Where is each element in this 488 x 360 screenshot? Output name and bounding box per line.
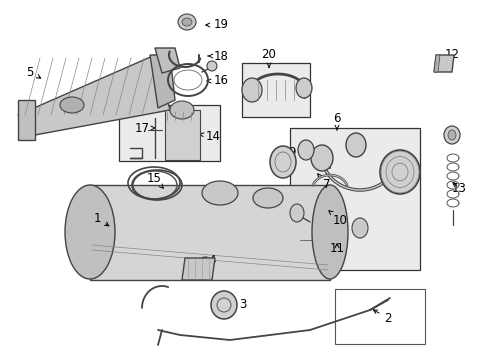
Ellipse shape xyxy=(242,78,262,102)
Text: 2: 2 xyxy=(373,310,391,324)
Ellipse shape xyxy=(346,133,365,157)
Ellipse shape xyxy=(252,188,283,208)
Bar xyxy=(119,105,220,161)
Bar xyxy=(242,63,309,117)
Ellipse shape xyxy=(295,78,311,98)
Polygon shape xyxy=(18,100,35,140)
Text: 8: 8 xyxy=(307,154,319,170)
Ellipse shape xyxy=(297,140,313,160)
Text: 15: 15 xyxy=(146,171,163,188)
Ellipse shape xyxy=(311,185,347,279)
Text: 18: 18 xyxy=(207,49,228,63)
Text: 17: 17 xyxy=(134,122,155,135)
Polygon shape xyxy=(155,48,180,73)
Bar xyxy=(90,185,329,280)
Text: 12: 12 xyxy=(444,49,459,64)
Ellipse shape xyxy=(310,145,332,171)
Polygon shape xyxy=(433,55,453,72)
Text: 19: 19 xyxy=(205,18,228,31)
Ellipse shape xyxy=(182,18,192,26)
Ellipse shape xyxy=(447,130,455,140)
Bar xyxy=(334,289,424,344)
Ellipse shape xyxy=(351,218,367,238)
Ellipse shape xyxy=(178,14,196,30)
Polygon shape xyxy=(433,55,439,72)
Ellipse shape xyxy=(206,61,217,71)
Ellipse shape xyxy=(289,204,304,222)
Ellipse shape xyxy=(65,185,115,279)
Ellipse shape xyxy=(60,97,84,113)
Text: 16: 16 xyxy=(206,75,228,87)
Text: 13: 13 xyxy=(450,181,466,194)
Ellipse shape xyxy=(210,291,237,319)
Text: 7: 7 xyxy=(317,174,330,192)
Text: 1: 1 xyxy=(93,211,108,226)
Ellipse shape xyxy=(443,126,459,144)
Text: 20: 20 xyxy=(261,49,276,67)
Polygon shape xyxy=(18,55,170,135)
Text: 6: 6 xyxy=(332,112,340,130)
Text: 9: 9 xyxy=(283,145,295,162)
Bar xyxy=(164,110,200,160)
Text: 5: 5 xyxy=(26,66,41,78)
Text: 11: 11 xyxy=(329,242,344,255)
Ellipse shape xyxy=(202,181,238,205)
Text: 14: 14 xyxy=(199,130,220,144)
Text: 10: 10 xyxy=(328,211,347,226)
Polygon shape xyxy=(150,55,175,108)
Ellipse shape xyxy=(379,150,419,194)
Polygon shape xyxy=(182,258,215,280)
Text: 4: 4 xyxy=(202,255,215,267)
Text: 3: 3 xyxy=(229,298,246,311)
Ellipse shape xyxy=(269,146,295,178)
Bar xyxy=(289,128,419,270)
Ellipse shape xyxy=(170,101,194,119)
